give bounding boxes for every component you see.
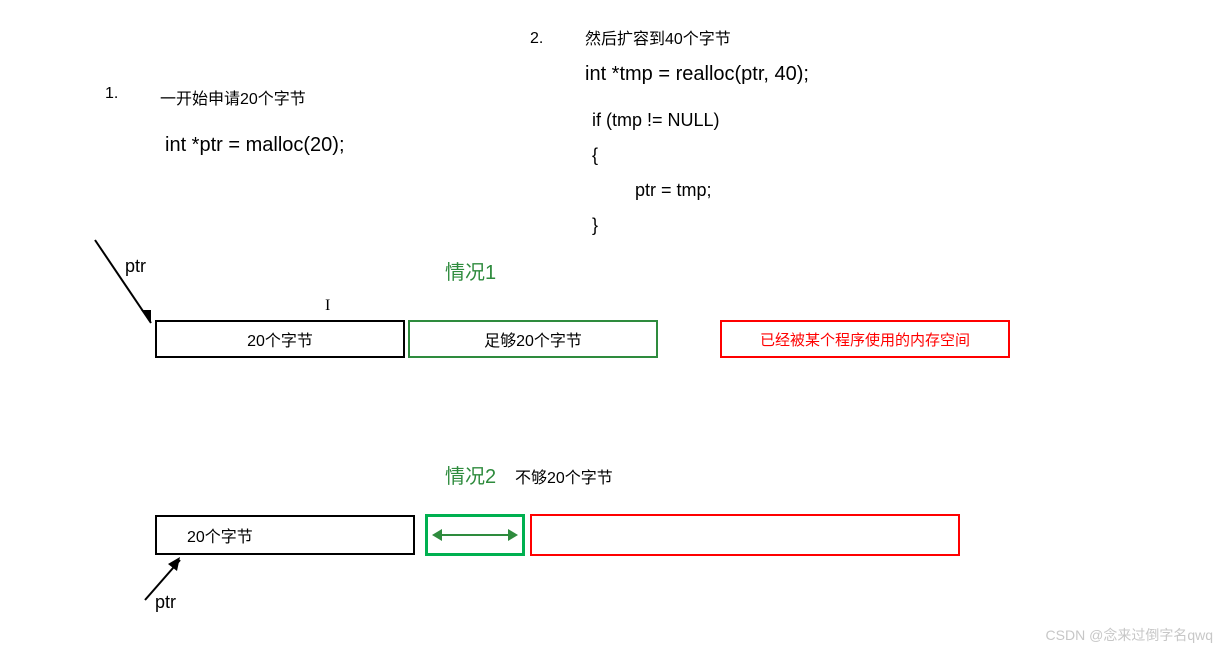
case2-box-20-label: 20个字节 [187, 523, 253, 547]
case1-box-enough-label: 足够20个字节 [484, 327, 582, 351]
step2-code1: int *tmp = realloc(ptr, 40); [585, 63, 809, 86]
step2-desc: 然后扩容到40个字节 [585, 25, 731, 49]
case2-box-20: 20个字节 [155, 515, 415, 555]
case2-box-red [530, 514, 960, 556]
case1-box-used: 已经被某个程序使用的内存空间 [720, 320, 1010, 358]
step2-number: 2. [530, 30, 543, 48]
case1-title: 情况1 [445, 256, 496, 285]
double-arrow-icon [430, 524, 520, 546]
step2-code3: { [592, 145, 598, 166]
case1-box-enough: 足够20个字节 [408, 320, 658, 358]
ptr-arrow-top [93, 238, 173, 328]
step2-code5: } [592, 215, 598, 236]
case1-box-used-label: 已经被某个程序使用的内存空间 [760, 329, 970, 350]
case2-notenough: 不够20个字节 [515, 464, 613, 488]
case1-box-20: 20个字节 [155, 320, 405, 358]
step2-code2: if (tmp != NULL) [592, 110, 720, 131]
case1-box-20-label: 20个字节 [247, 327, 313, 351]
step2-code4: ptr = tmp; [635, 180, 712, 201]
ptr-label-bottom: ptr [155, 592, 176, 613]
step1-number: 1. [105, 85, 118, 103]
watermark: CSDN @念来过倒字名qwq [1046, 625, 1213, 645]
case2-title: 情况2 [445, 460, 496, 489]
step1-desc: 一开始申请20个字节 [160, 85, 306, 109]
step1-code: int *ptr = malloc(20); [165, 134, 345, 157]
cursor-ibeam-icon: I [325, 297, 330, 315]
